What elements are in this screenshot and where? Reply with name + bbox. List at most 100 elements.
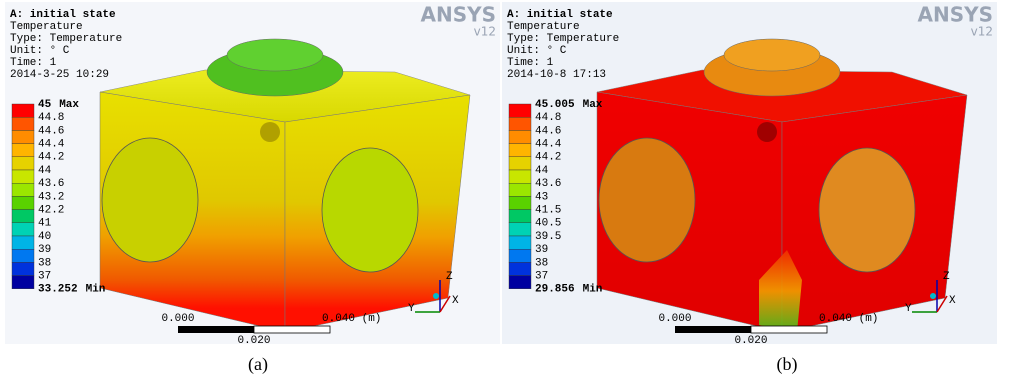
axis-label: X [452,295,459,307]
legend-band [508,130,532,144]
caption: (a) [248,354,268,375]
axis-label: Z [446,271,453,283]
min-tag: Min [583,284,603,296]
legend-band [508,196,532,210]
scale-bar-dark [675,326,751,333]
scale-bar-light [253,325,331,334]
legend-band [11,248,35,263]
hole [260,122,280,142]
scale-label: 0.020 [734,335,767,347]
legend-label: 41.5 [535,205,561,217]
legend-band [11,196,35,210]
legend-band [11,275,35,290]
axis-origin [930,293,936,299]
header-line: Type: Temperature [10,33,122,45]
header-line: Temperature [10,21,83,33]
legend-label: 44.4 [38,139,65,151]
legend-band [508,182,532,197]
hot-spot [759,250,802,332]
min-tag: Min [86,284,106,296]
flange-left [101,137,199,263]
legend-label: 42.2 [38,205,64,217]
legend-band [11,143,35,158]
scale-label: 0.040 (m) [322,313,381,325]
legend-band [11,262,35,276]
scale-label: 0.020 [237,335,270,347]
legend-band [508,248,532,263]
legend-label: 43 [535,191,548,203]
version: v12 [971,25,993,39]
axis-label: Y [905,303,912,315]
legend-label: 43.2 [38,191,64,203]
legend-band [11,169,35,184]
legend-label: 44 [38,165,52,177]
header-line: Unit: ° C [507,45,567,57]
legend-label: 33.252 [38,284,78,296]
legend-band [508,156,532,171]
legend-label: 44 [535,165,549,177]
legend-label: 37 [38,271,51,283]
connector-top [226,38,324,72]
axis-origin [433,293,439,299]
legend-label: 43.6 [38,178,64,190]
scale-label: 0.000 [658,313,691,325]
flange-right [321,147,419,273]
logo: ANSYS [917,3,993,27]
max-tag: Max [583,99,603,111]
header-line: Time: 1 [10,57,57,69]
legend-band [508,103,532,118]
legend-band [11,182,35,197]
axis-label: Z [943,271,950,283]
connector-top [723,38,821,72]
legend-label: 45.005 [535,99,575,111]
legend-band [508,169,532,184]
legend-band [11,130,35,144]
legend-band [508,209,532,224]
header-line: Time: 1 [507,57,554,69]
header-line: Temperature [507,21,580,33]
legend-label: 44.2 [535,152,561,164]
header-line: 2014-10-8 17:13 [507,69,606,81]
legend-band [508,235,532,250]
legend-band [11,235,35,250]
scale-bar-light [750,325,828,334]
axis-x [936,295,948,313]
caption: (b) [777,354,798,375]
legend-label: 38 [38,257,51,269]
legend-label: 45 [38,99,52,111]
scale-label: 0.040 (m) [819,313,878,325]
logo: ANSYS [420,3,496,27]
flange-left [598,137,696,263]
legend-band [508,143,532,158]
legend-label: 44.8 [38,112,64,124]
legend-label: 40 [38,231,51,243]
scale-label: 0.000 [161,313,194,325]
header-line: 2014-3-25 10:29 [10,69,109,81]
legend-label: 44.2 [38,152,64,164]
header-line: Type: Temperature [507,33,619,45]
legend-label: 40.5 [535,218,561,230]
legend-label: 37 [535,271,548,283]
legend-label: 38 [535,257,548,269]
legend-label: 44.4 [535,139,562,151]
header-line: Unit: ° C [10,45,70,57]
scale-bar-dark [178,326,254,333]
legend-label: 29.856 [535,284,575,296]
legend-label: 39 [38,244,51,256]
legend-label: 44.6 [38,125,64,137]
flange-right [818,147,916,273]
legend-label: 41 [38,218,52,230]
legend-label: 43.6 [535,178,561,190]
legend-band [11,209,35,224]
legend-band [11,156,35,171]
legend-band [11,116,35,131]
axis-label: X [949,295,956,307]
legend-band [508,262,532,276]
hole [757,122,777,142]
legend-label: 44.6 [535,125,561,137]
legend-band [11,103,35,118]
legend-label: 39.5 [535,231,561,243]
header-line: A: initial state [10,9,116,21]
